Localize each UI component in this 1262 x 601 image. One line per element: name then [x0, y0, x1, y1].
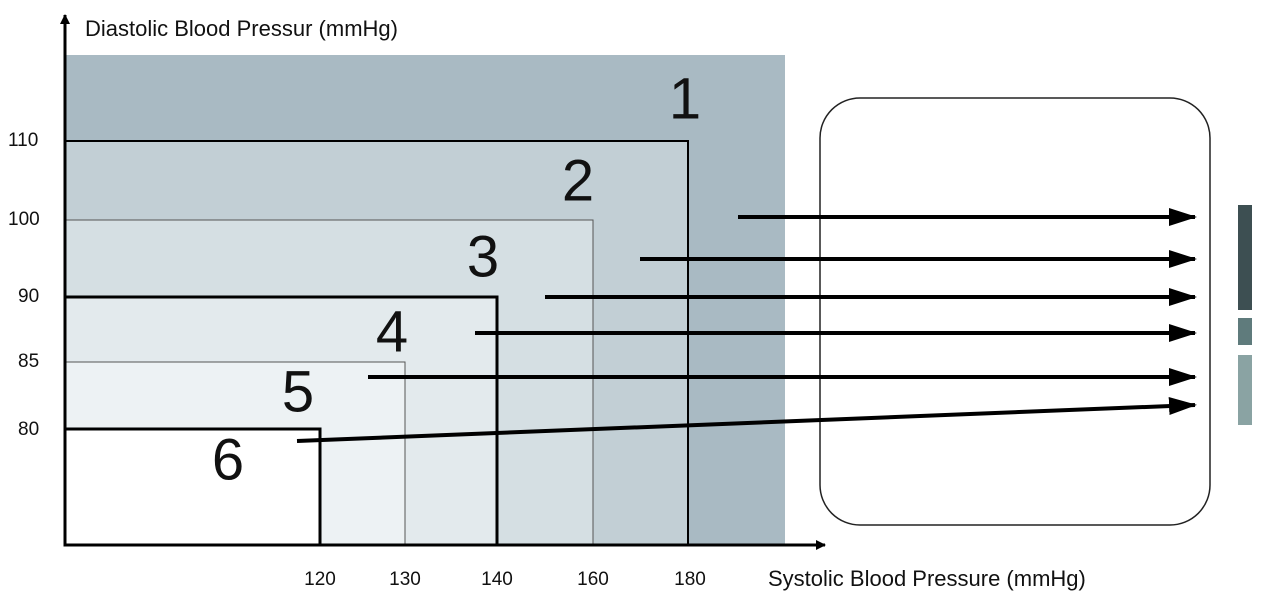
- y-tick-label: 80: [18, 419, 39, 440]
- y-tick-label: 85: [18, 351, 39, 372]
- x-tick-label: 130: [389, 569, 421, 590]
- zone-label: 4: [376, 299, 408, 364]
- indicator-bar: [1238, 355, 1252, 425]
- x-axis-title: Systolic Blood Pressure (mmHg): [768, 566, 1086, 591]
- zone-label: 5: [282, 359, 314, 424]
- arrows: [296, 208, 1197, 443]
- zone-label: 1: [669, 66, 701, 131]
- y-tick-label: 90: [18, 286, 39, 307]
- x-tick-label: 160: [577, 569, 609, 590]
- zone-label: 6: [212, 427, 244, 492]
- indicator-bar: [1238, 205, 1252, 310]
- zone-region: [63, 427, 322, 547]
- x-tick-label: 120: [304, 569, 336, 590]
- x-tick-label: 180: [674, 569, 706, 590]
- y-tick-label: 110: [8, 130, 38, 151]
- arrow: [296, 397, 1197, 443]
- indicator-bar: [1238, 318, 1252, 345]
- y-tick-label: 100: [8, 209, 40, 230]
- zone-label: 3: [467, 224, 499, 289]
- y-axis-title: Diastolic Blood Pressur (mmHg): [85, 16, 398, 41]
- x-tick-label: 140: [481, 569, 513, 590]
- display-box: [819, 97, 1211, 526]
- zone-label: 2: [562, 148, 594, 213]
